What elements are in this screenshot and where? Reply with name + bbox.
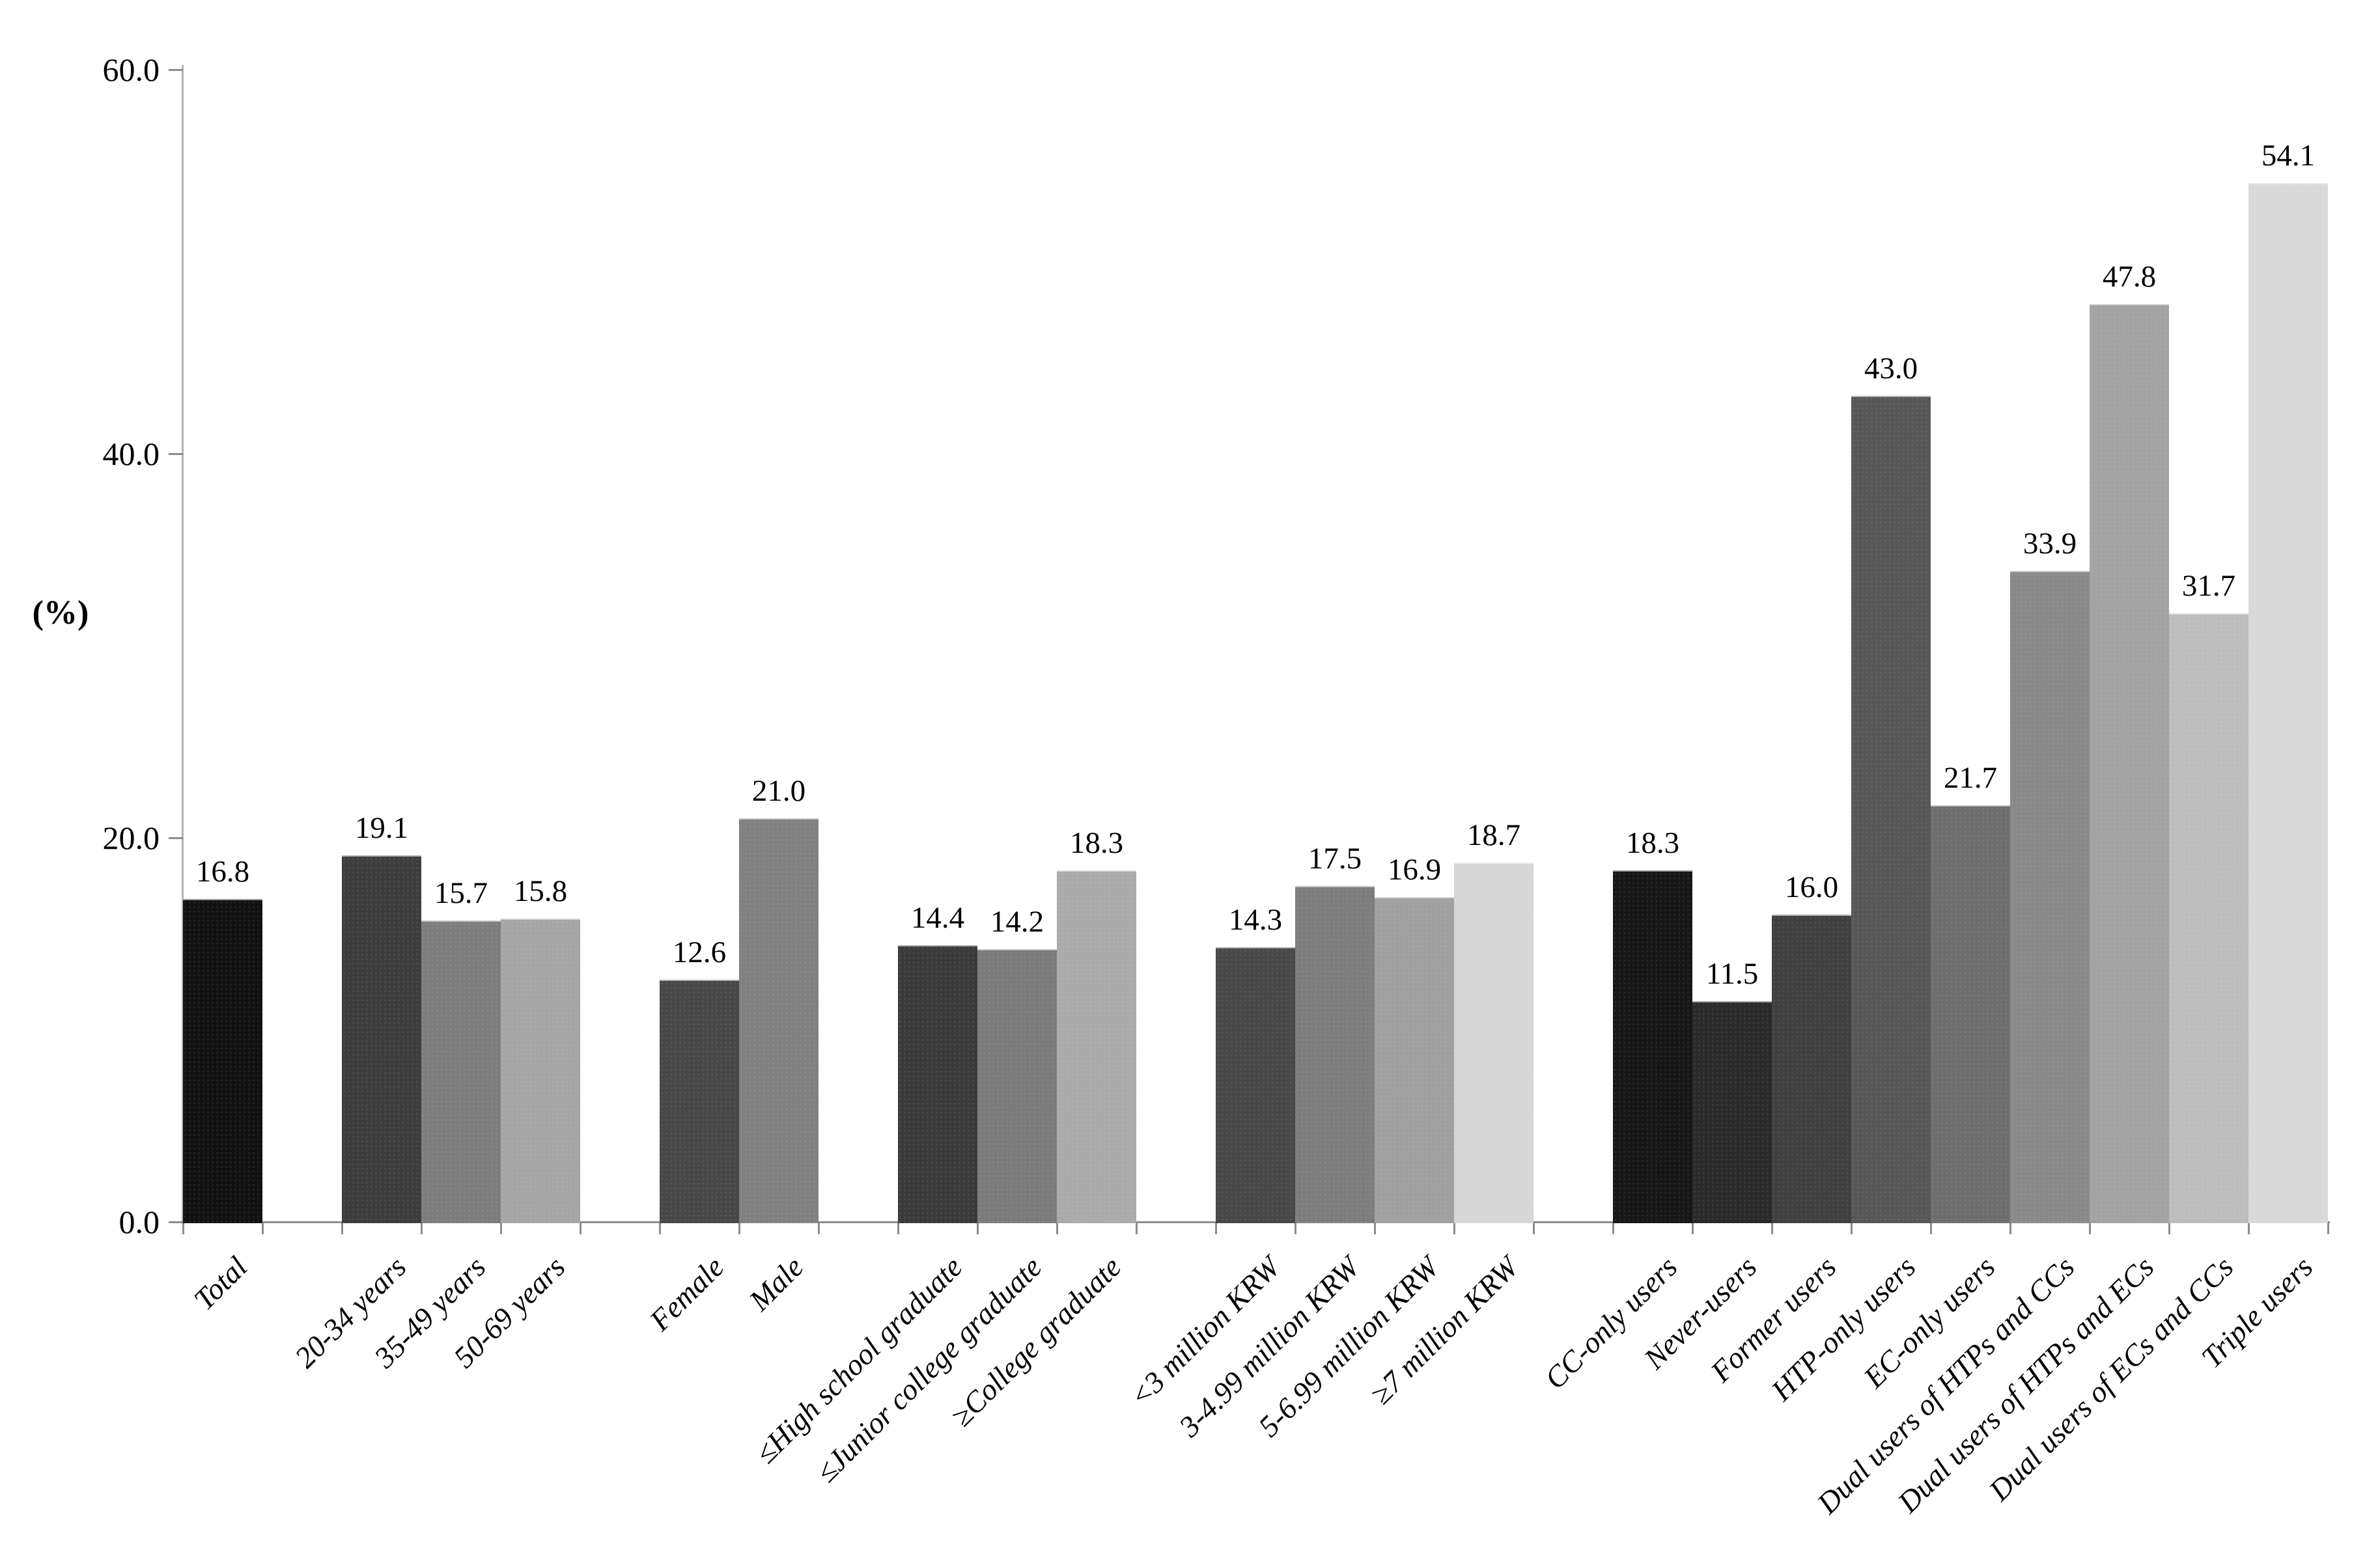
- y-tick-label: 0.0: [119, 1204, 160, 1240]
- bar-value-label: 16.8: [195, 855, 250, 889]
- x-axis-tick: [421, 1223, 423, 1234]
- bar-value-label: 16.9: [1387, 853, 1442, 887]
- bar-tobacco-use-6: [2090, 304, 2169, 1223]
- bar-value-label: 14.3: [1228, 903, 1283, 937]
- x-axis-tick: [1771, 1223, 1773, 1234]
- x-axis-tick: [1136, 1223, 1138, 1234]
- bar-education-0: [898, 945, 977, 1223]
- bar-age-1: [421, 920, 501, 1223]
- bar-tobacco-use-2: [1772, 915, 1851, 1223]
- bar-tobacco-use-4: [1931, 805, 2010, 1223]
- x-axis-tick: [1612, 1223, 1614, 1234]
- x-axis-tick: [1930, 1223, 1932, 1234]
- bar-value-label: 33.9: [2023, 527, 2077, 560]
- y-tick-label: 20.0: [102, 820, 160, 856]
- bar-value-label: 15.7: [434, 876, 488, 910]
- bar-income-3: [1454, 863, 1533, 1223]
- x-axis-tick: [1453, 1223, 1455, 1234]
- bar-tobacco-use-3: [1851, 396, 1931, 1223]
- y-axis-line: [182, 65, 184, 1224]
- bar-education-1: [977, 949, 1057, 1223]
- bar-age-2: [501, 919, 580, 1223]
- bar-value-label: 18.7: [1466, 818, 1521, 852]
- bar-value-label: 12.6: [672, 935, 727, 969]
- bar-value-label: 17.5: [1308, 842, 1362, 876]
- x-axis-tick: [659, 1223, 661, 1234]
- x-axis-tick: [738, 1223, 740, 1234]
- y-tick-label: 60.0: [102, 51, 160, 88]
- x-axis-tick: [500, 1223, 502, 1234]
- bar-tobacco-use-8: [2248, 183, 2328, 1223]
- bar-value-label: 54.1: [2261, 139, 2316, 173]
- bar-age-0: [342, 855, 421, 1223]
- y-axis-tick: [169, 1221, 183, 1223]
- x-axis-tick: [262, 1223, 264, 1234]
- x-axis-tick: [182, 1223, 184, 1234]
- bar-value-label: 18.3: [1625, 826, 1680, 860]
- bar-tobacco-use-7: [2169, 613, 2248, 1223]
- y-axis-tick: [169, 837, 183, 839]
- bar-value-label: 16.0: [1784, 870, 1839, 904]
- x-axis-tick: [2009, 1223, 2011, 1234]
- bar-value-label: 43.0: [1864, 352, 1918, 385]
- x-axis-tick: [2089, 1223, 2091, 1234]
- x-axis-tick: [1851, 1223, 1853, 1234]
- y-axis-title: (%): [32, 594, 89, 631]
- x-axis-tick: [1533, 1223, 1535, 1234]
- bar-value-label: 21.7: [1943, 761, 1998, 795]
- y-axis-tick: [169, 69, 183, 71]
- x-axis-tick: [1374, 1223, 1376, 1234]
- bar-value-label: 11.5: [1705, 957, 1759, 991]
- x-axis-tick: [1692, 1223, 1694, 1234]
- x-axis-tick: [2248, 1223, 2250, 1234]
- bar-value-label: 15.8: [513, 874, 568, 908]
- bar-income-1: [1295, 886, 1375, 1223]
- x-axis-tick: [818, 1223, 820, 1234]
- x-axis-tick: [2168, 1223, 2170, 1234]
- x-axis-tick: [897, 1223, 899, 1234]
- x-axis-tick: [1215, 1223, 1217, 1234]
- x-axis-tick: [977, 1223, 979, 1234]
- bar-tobacco-use-1: [1692, 1001, 1772, 1223]
- bar-value-label: 19.1: [354, 811, 409, 845]
- x-axis-tick: [1056, 1223, 1058, 1234]
- bar-income-2: [1375, 897, 1454, 1223]
- y-axis-tick: [169, 453, 183, 455]
- bar-value-label: 31.7: [2181, 569, 2236, 603]
- x-axis-tick: [2327, 1223, 2329, 1234]
- y-tick-label: 40.0: [102, 436, 160, 472]
- bar-total-0: [183, 899, 262, 1223]
- bar-value-label: 18.3: [1069, 826, 1124, 860]
- x-axis-tick: [580, 1223, 581, 1234]
- bar-education-2: [1057, 870, 1136, 1223]
- bar-value-label: 14.4: [910, 901, 965, 935]
- bar-value-label: 21.0: [751, 774, 806, 808]
- bar-value-label: 47.8: [2102, 260, 2157, 294]
- bar-tobacco-use-0: [1613, 870, 1692, 1223]
- x-axis-tick: [341, 1223, 343, 1234]
- bar-sex-1: [739, 818, 819, 1223]
- x-axis-tick: [1295, 1223, 1296, 1234]
- bar-income-0: [1216, 947, 1295, 1223]
- bar-tobacco-use-5: [2010, 571, 2090, 1223]
- bar-value-label: 14.2: [990, 905, 1044, 939]
- bar-sex-0: [660, 980, 739, 1223]
